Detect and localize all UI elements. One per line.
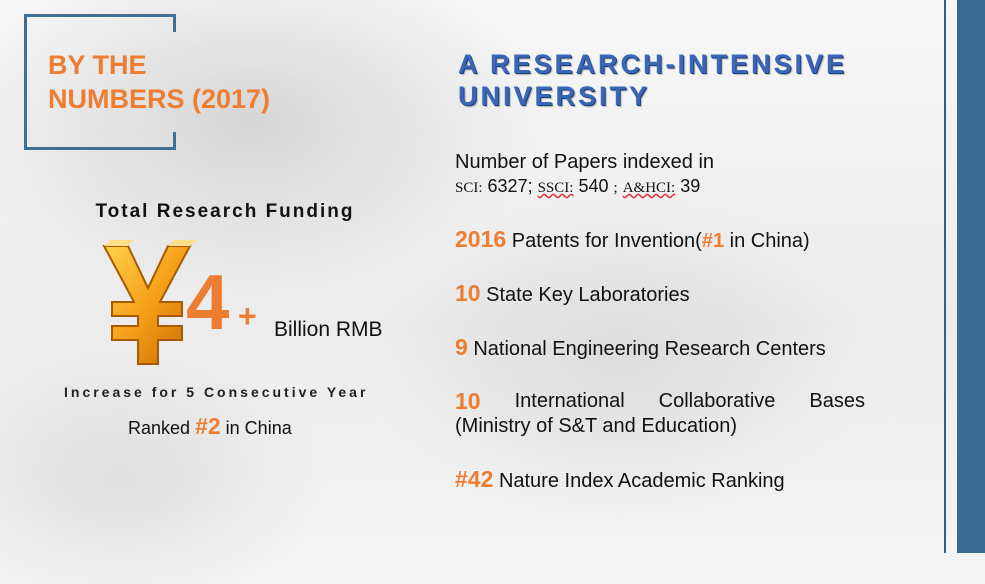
- labs-number: 10: [455, 280, 481, 306]
- ahci-value: 39: [680, 176, 701, 196]
- funding-title: Total Research Funding: [95, 201, 355, 222]
- ssci-label: SSCI:: [537, 180, 574, 196]
- fact-papers: Number of Papers indexed in SCI: 6327; S…: [455, 150, 865, 199]
- title-line-1: BY THE: [48, 50, 147, 80]
- ahci-label: A&HCI:: [622, 180, 676, 196]
- title-frame: [24, 14, 176, 150]
- increase-note: Increase for 5 Consecutive Year: [64, 384, 369, 400]
- bases-line2: (Ministry of S&T and Education): [455, 415, 737, 437]
- bases-line1: 10 International Collaborative Bases: [455, 389, 865, 414]
- funding-unit: Billion RMB: [274, 318, 383, 342]
- funding-unit-text: Billion RMB: [274, 318, 383, 341]
- main-heading-line-1: A RESEARCH-INTENSIVE: [458, 49, 848, 79]
- fact-labs: 10 State Key Laboratories: [455, 281, 865, 308]
- bases-word3: Bases: [809, 390, 865, 412]
- ranked-value: #2: [195, 413, 221, 439]
- title-line-2: NUMBERS (2017): [48, 84, 271, 114]
- funding-plus: +: [238, 298, 257, 334]
- ranked-suffix: in China: [225, 418, 292, 438]
- bases-word1: International: [514, 390, 625, 412]
- patents-text1: Patents for Invention(: [511, 230, 702, 252]
- fact-patents: 2016 Patents for Invention(#1 in China): [455, 227, 865, 254]
- yen-icon: [96, 236, 196, 366]
- papers-line2: SCI: 6327; SSCI: 540 ; A&HCI: 39: [455, 175, 865, 199]
- papers-line1: Number of Papers indexed in: [455, 151, 715, 173]
- bases-number: 10: [455, 388, 481, 414]
- nature-number: #42: [455, 466, 494, 492]
- patents-text2: in China): [729, 230, 810, 252]
- fact-centers: 9 National Engineering Research Centers: [455, 335, 865, 362]
- page-title: BY THE NUMBERS (2017): [48, 48, 328, 116]
- right-divider-line: [944, 0, 946, 553]
- labs-text: State Key Laboratories: [486, 284, 690, 306]
- funding-rank: Ranked #2 in China: [128, 413, 292, 440]
- main-heading: A RESEARCH-INTENSIVE UNIVERSITY: [458, 48, 938, 112]
- papers-sep: ;: [613, 180, 618, 196]
- bases-word2: Collaborative: [658, 390, 776, 412]
- fact-bases: 10 International Collaborative Bases (Mi…: [455, 389, 865, 439]
- patents-number: 2016: [455, 226, 507, 252]
- sci-label: SCI:: [455, 180, 483, 196]
- fact-nature: #42 Nature Index Academic Ranking: [455, 467, 865, 494]
- patents-rank: #1: [701, 230, 725, 252]
- funding-amount: 4: [186, 258, 230, 346]
- nature-text: Nature Index Academic Ranking: [498, 470, 785, 492]
- centers-number: 9: [455, 334, 468, 360]
- centers-text: National Engineering Research Centers: [473, 338, 826, 360]
- ssci-value: 540: [578, 176, 609, 196]
- main-heading-line-2: UNIVERSITY: [458, 81, 651, 111]
- ranked-prefix: Ranked: [128, 418, 191, 438]
- right-accent-band: [957, 0, 985, 553]
- sci-value: 6327;: [487, 176, 533, 196]
